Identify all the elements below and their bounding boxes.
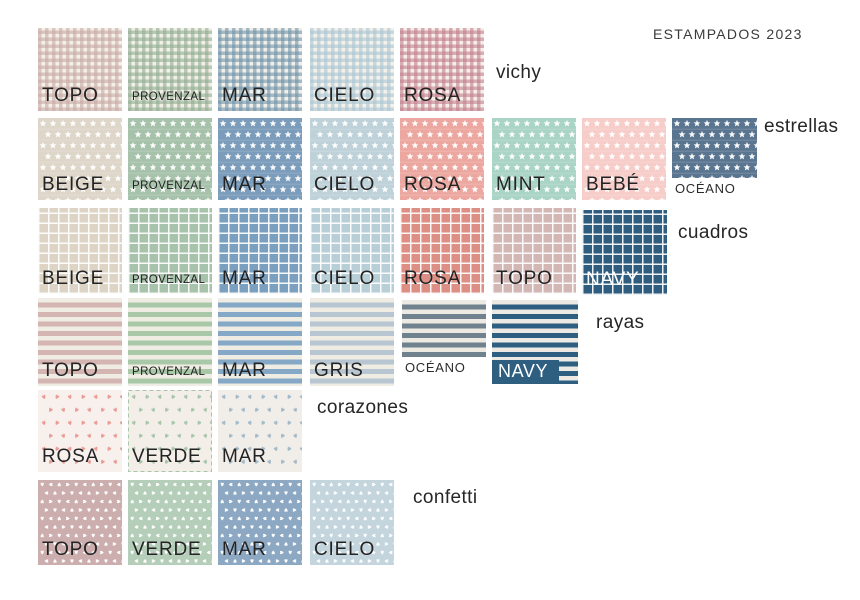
pattern-confetti-svg bbox=[218, 480, 302, 565]
swatch-rayas-provenzal: PROVENZAL bbox=[128, 298, 212, 386]
swatch-vichy-topo: TOPO bbox=[38, 28, 122, 111]
swatch-name-label: PROVENZAL bbox=[132, 179, 206, 192]
swatch-name-label: ROSA bbox=[404, 85, 462, 106]
swatch-name-label: TOPO bbox=[42, 85, 99, 106]
swatch-confetti-cielo: CIELO bbox=[310, 480, 394, 565]
swatch-name-label: PROVENZAL bbox=[132, 273, 206, 286]
swatch-cuadros-rosa: ROSA bbox=[400, 208, 484, 294]
swatch-vichy-cielo: CIELO bbox=[310, 28, 394, 111]
swatch-name-label: PROVENZAL bbox=[132, 90, 206, 103]
swatch-name-label: ROSA bbox=[404, 174, 462, 195]
swatch-estrellas-oceano: OCÉANO bbox=[672, 118, 757, 195]
swatch-cuadros-beige: BEIGE bbox=[38, 208, 122, 294]
pattern-stars-svg bbox=[400, 118, 484, 200]
swatch-rayas-oceano: OCÉANO bbox=[402, 300, 486, 374]
swatch-cuadros-provenzal: PROVENZAL bbox=[128, 208, 212, 294]
swatch-estrellas-mar: MAR bbox=[218, 118, 302, 200]
swatch-rayas-navy: NAVY bbox=[492, 300, 578, 384]
swatch-cuadros-topo: TOPO bbox=[492, 208, 576, 294]
swatch-estrellas-provenzal: PROVENZAL bbox=[128, 118, 212, 200]
swatch-name-label: PROVENZAL bbox=[132, 365, 206, 378]
swatch-name-label: CIELO bbox=[314, 85, 376, 106]
pattern-confetti-svg bbox=[38, 480, 122, 565]
category-label-confetti: confetti bbox=[413, 487, 478, 508]
swatch-confetti-topo: TOPO bbox=[38, 480, 122, 565]
swatch-name-label: CIELO bbox=[314, 268, 376, 289]
swatch-name-label: VERDE bbox=[132, 539, 202, 560]
swatch-name-label: ROSA bbox=[42, 446, 100, 467]
pattern-hearts-svg bbox=[38, 390, 122, 472]
pattern-hearts-svg bbox=[218, 390, 302, 472]
swatch-name-label: MAR bbox=[222, 85, 267, 106]
swatch-name-label: MAR bbox=[222, 446, 267, 467]
swatch-name-label: MAR bbox=[222, 174, 267, 195]
pattern-stars-svg bbox=[128, 118, 212, 200]
swatch-vichy-provenzal: PROVENZAL bbox=[128, 28, 212, 111]
swatch-rayas-topo: TOPO bbox=[38, 298, 122, 386]
swatch-cuadros-cielo: CIELO bbox=[310, 208, 394, 294]
swatch-name-label: OCÉANO bbox=[405, 360, 466, 375]
swatch-estrellas-rosa: ROSA bbox=[400, 118, 484, 200]
swatch-vichy-mar: MAR bbox=[218, 28, 302, 111]
pattern-stars-svg bbox=[38, 118, 122, 200]
swatch-confetti-verde: VERDE bbox=[128, 480, 212, 565]
swatch-estrellas-beige: BEIGE bbox=[38, 118, 122, 200]
swatch-corazones-verde: VERDE bbox=[128, 390, 212, 472]
swatch-name-label: CIELO bbox=[314, 539, 376, 560]
swatch-name-label: MINT bbox=[496, 174, 546, 195]
pattern-stars-svg bbox=[492, 118, 576, 200]
swatch-name-label: CIELO bbox=[314, 174, 376, 195]
swatch-name-label: TOPO bbox=[42, 360, 99, 381]
pattern-stars-svg bbox=[310, 118, 394, 200]
page-title: ESTAMPADOS 2023 bbox=[653, 26, 803, 42]
pattern-stars-svg bbox=[218, 118, 302, 200]
swatch-estrellas-bebe: BEBÉ bbox=[582, 118, 666, 200]
swatch-corazones-mar: MAR bbox=[218, 390, 302, 472]
swatch-name-label: TOPO bbox=[496, 268, 553, 289]
category-label-rayas: rayas bbox=[596, 312, 645, 333]
swatch-rayas-gris: GRIS bbox=[310, 298, 394, 386]
swatch-name-label: NAVY bbox=[492, 360, 559, 384]
swatch-name-label: MAR bbox=[222, 360, 267, 381]
swatch-cuadros-navy: NAVY bbox=[582, 210, 667, 295]
swatch-name-label: BEIGE bbox=[42, 268, 105, 289]
swatch-name-label: ROSA bbox=[404, 268, 462, 289]
swatch-estrellas-mint: MINT bbox=[492, 118, 576, 200]
swatch-name-label: TOPO bbox=[42, 539, 99, 560]
swatch-name-label: BEIGE bbox=[42, 174, 105, 195]
swatch-name-label: MAR bbox=[222, 268, 267, 289]
swatch-name-label: BEBÉ bbox=[586, 174, 640, 195]
pattern-stars-svg bbox=[672, 118, 757, 178]
swatch-corazones-rosa: ROSA bbox=[38, 390, 122, 472]
swatch-name-label: OCÉANO bbox=[675, 181, 736, 196]
swatch-name-label: VERDE bbox=[132, 446, 202, 467]
pattern-confetti-svg bbox=[128, 480, 212, 565]
swatch-name-label: NAVY bbox=[586, 269, 640, 290]
pattern-hearts-svg bbox=[128, 390, 212, 472]
category-label-corazones: corazones bbox=[317, 397, 409, 418]
pattern-stars-svg bbox=[582, 118, 666, 200]
category-label-vichy: vichy bbox=[496, 62, 542, 83]
swatch-cuadros-mar: MAR bbox=[218, 208, 302, 294]
swatch-name-label: GRIS bbox=[314, 360, 364, 381]
swatch-rayas-mar: MAR bbox=[218, 298, 302, 386]
swatch-estrellas-cielo: CIELO bbox=[310, 118, 394, 200]
swatch-confetti-mar: MAR bbox=[218, 480, 302, 565]
swatch-vichy-rosa: ROSA bbox=[400, 28, 484, 111]
pattern-confetti-svg bbox=[310, 480, 394, 565]
category-label-cuadros: cuadros bbox=[678, 222, 749, 243]
category-label-estrellas: estrellas bbox=[764, 116, 839, 137]
swatch-name-label: MAR bbox=[222, 539, 267, 560]
